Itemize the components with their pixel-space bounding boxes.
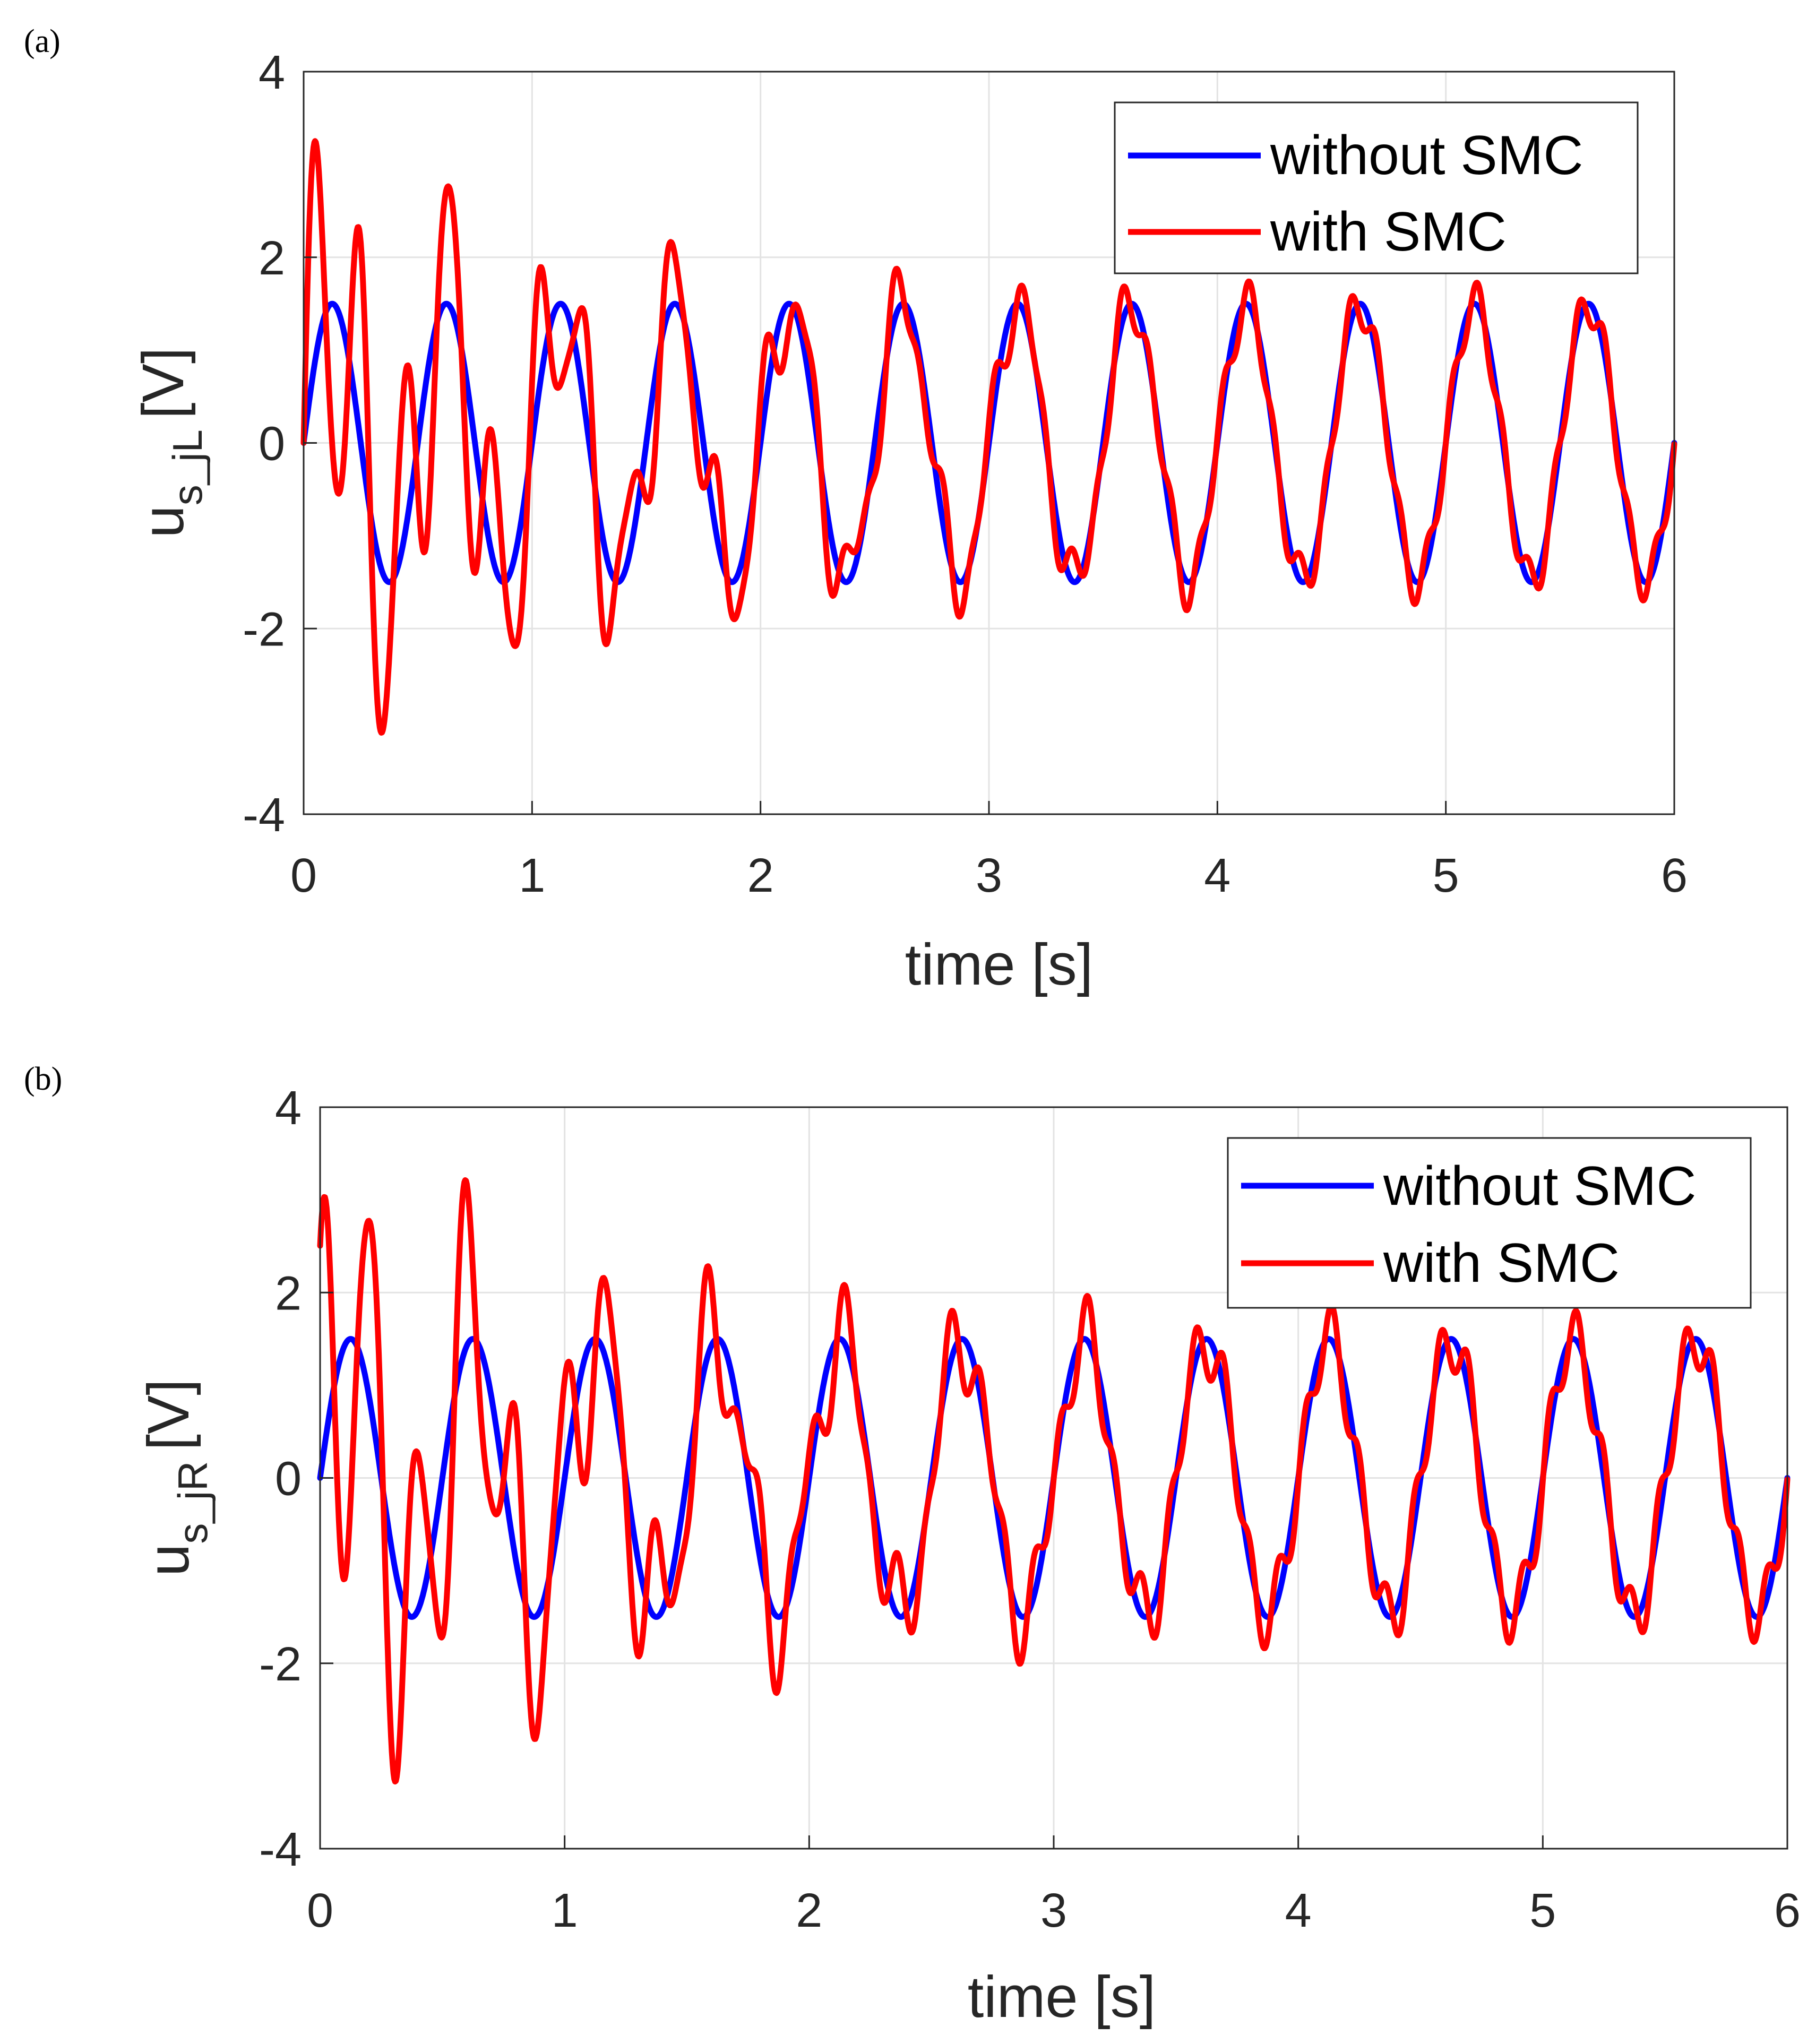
x-tick-label: 0 [307,1884,333,1937]
x-tick-label: 2 [796,1884,822,1937]
y-ticks-a: 4 2 0 -2 -4 [243,46,317,842]
y-axis-label-unit-a: [V] [131,348,196,419]
legend-label-with-smc-b: with SMC [1383,1232,1620,1294]
y-axis-label-b: us_jR [V] [136,1379,216,1576]
x-ticks-a: 0 1 2 3 4 5 6 [290,801,1688,902]
panel-b: (b) 4 2 0 -2 -4 0 1 2 3 4 5 6 time [s] us_jR [V] wi… [24,1061,1801,2030]
y-tick-label: -2 [243,603,285,656]
series-line-with-smc [300,138,1677,736]
x-tick-label: 5 [1529,1884,1556,1937]
series-line-with-smc [317,1177,1791,1784]
y-axis-label-a: us_jL [V] [131,348,211,538]
y-axis-label-main-b: u [136,1544,201,1576]
x-tick-label: 4 [1204,849,1230,902]
legend-label-with-smc-a: with SMC [1270,201,1507,263]
y-axis-label-sub-a: s_jL [164,429,211,505]
y-tick-label: -4 [243,789,285,842]
y-tick-label: -4 [259,1823,302,1876]
y-tick-label: -2 [259,1638,302,1691]
y-tick-label: 4 [259,46,285,99]
x-tick-label: 6 [1774,1884,1801,1937]
x-tick-label: 0 [290,849,317,902]
y-tick-label: 4 [275,1082,302,1135]
y-tick-label: 0 [259,418,285,471]
panel-a: (a) 4 2 0 -2 -4 0 1 2 3 4 5 6 time [s] us_jL [V] wi… [24,23,1688,997]
legend-label-without-smc-a: without SMC [1270,125,1583,186]
y-ticks-b: 4 2 0 -2 -4 [259,1082,333,1876]
legend-a: without SMC with SMC [1114,101,1639,274]
x-tick-label: 2 [747,849,774,902]
x-tick-label: 4 [1285,1884,1312,1937]
legend-label-without-smc-b: without SMC [1383,1155,1697,1217]
panel-label-b: (b) [24,1061,62,1097]
y-axis-label-unit-b: [V] [136,1379,201,1451]
x-tick-label: 1 [519,849,545,902]
x-tick-label: 3 [1040,1884,1067,1937]
x-tick-label: 3 [976,849,1002,902]
series-b [317,1177,1791,1784]
y-tick-label: 2 [259,232,285,285]
x-axis-label-a: time [s] [905,932,1094,997]
y-tick-label: 0 [275,1453,302,1506]
legend-box-a [1114,101,1639,274]
x-ticks-b: 0 1 2 3 4 5 6 [307,1835,1801,1937]
x-axis-label-b: time [s] [968,1964,1156,2030]
series-a [300,138,1677,736]
y-axis-label-main-a: u [131,505,196,538]
legend-b: without SMC with SMC [1227,1137,1752,1309]
x-tick-label: 6 [1661,849,1688,902]
panel-label-a: (a) [24,23,61,59]
y-tick-label: 2 [275,1267,302,1320]
x-tick-label: 1 [552,1884,578,1937]
x-tick-label: 5 [1433,849,1459,902]
legend-box-b [1227,1137,1752,1309]
y-axis-label-sub-b: s_jR [169,1461,216,1544]
